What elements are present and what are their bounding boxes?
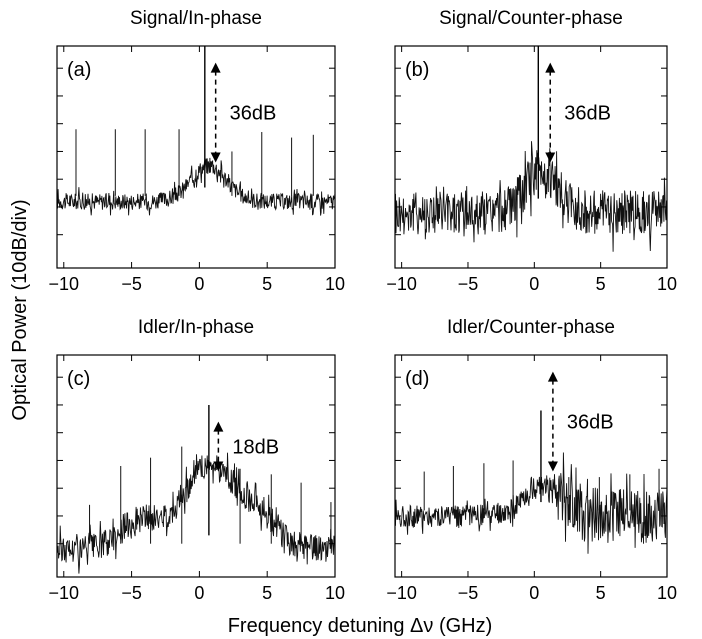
- x-tick-label: 5: [596, 274, 606, 294]
- x-tick-label: −10: [49, 583, 80, 603]
- panel-label: (c): [67, 368, 90, 390]
- panel-c: Idler/In-phase −10 −5 0 5 10 (c) 18dB: [49, 317, 346, 603]
- plot-area: [395, 410, 667, 554]
- panel-label: (a): [67, 59, 91, 81]
- x-tick-label: 0: [194, 583, 204, 603]
- arrow-head-up: [213, 421, 224, 432]
- x-tick-label: 5: [262, 274, 272, 294]
- arrow-head-down: [547, 461, 558, 472]
- plot-area: [57, 404, 335, 574]
- x-tick-label: −5: [458, 583, 479, 603]
- noise-floor-trace: [395, 141, 667, 252]
- annotation-label: 36dB: [564, 103, 611, 125]
- x-tick-label: 0: [529, 583, 539, 603]
- x-tick-label: −10: [386, 274, 417, 294]
- panel-title: Signal/Counter-phase: [439, 8, 623, 29]
- axes-frame: [56, 45, 336, 269]
- panel-title: Idler/In-phase: [138, 317, 254, 338]
- figure-ylabel: Optical Power (10dB/div): [9, 199, 31, 420]
- axes-frame: [56, 354, 336, 578]
- arrow-head-up: [547, 371, 558, 382]
- panel-a: Signal/In-phase −10 −5 0 5 10 (a) 36dB: [49, 8, 346, 294]
- figure-xlabel: Frequency detuning Δν (GHz): [228, 615, 493, 637]
- noise-floor-trace: [57, 452, 335, 574]
- x-tick-label: 0: [529, 274, 539, 294]
- axes-frame: [394, 45, 668, 269]
- panel-d: Idler/Counter-phase −10 −5 0 5 10 (d) 36dB: [386, 317, 677, 603]
- annotation-label: 36dB: [230, 103, 277, 125]
- x-tick-label: 10: [657, 583, 677, 603]
- x-tick-label: −5: [458, 274, 479, 294]
- x-tick-label: −10: [386, 583, 417, 603]
- panel-title: Signal/In-phase: [130, 8, 262, 29]
- arrow-head-down: [210, 152, 221, 163]
- x-tick-label: 5: [596, 583, 606, 603]
- arrow-head-down: [545, 152, 556, 163]
- panel-label: (b): [405, 59, 429, 81]
- x-tick-label: −5: [121, 583, 142, 603]
- x-tick-label: 5: [262, 583, 272, 603]
- arrow-head-up: [545, 62, 556, 73]
- x-tick-label: −10: [49, 274, 80, 294]
- noise-floor-trace: [395, 452, 667, 554]
- panel-title: Idler/Counter-phase: [447, 317, 615, 338]
- arrow-head-up: [210, 62, 221, 73]
- panel-label: (d): [405, 368, 429, 390]
- annotation-label: 36dB: [567, 412, 614, 434]
- axes-frame: [394, 354, 668, 578]
- x-tick-label: −5: [121, 274, 142, 294]
- plot-area: [395, 46, 667, 252]
- x-tick-label: 10: [657, 274, 677, 294]
- panel-b: Signal/Counter-phase −10 −5 0 5 10 (b) 36dB: [386, 8, 677, 294]
- x-tick-label: 0: [194, 274, 204, 294]
- x-tick-label: 10: [325, 583, 345, 603]
- noise-floor-trace: [57, 157, 335, 216]
- arrow-head-down: [213, 461, 224, 472]
- plot-area: [57, 46, 335, 216]
- x-tick-label: 10: [325, 274, 345, 294]
- annotation-label: 18dB: [232, 437, 279, 459]
